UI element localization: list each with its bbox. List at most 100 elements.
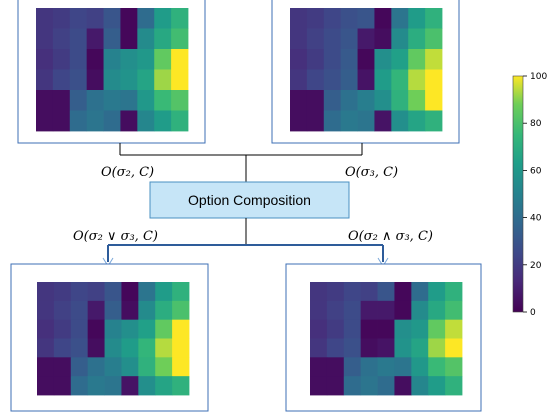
heatmap-cell bbox=[360, 338, 378, 358]
heatmap-cell bbox=[425, 69, 443, 91]
heatmap-cell bbox=[290, 69, 308, 91]
heatmap-cell bbox=[37, 338, 55, 358]
heatmap-cell bbox=[172, 300, 190, 321]
heatmap-cell bbox=[154, 8, 172, 29]
heatmap-cell bbox=[172, 338, 190, 358]
heatmap-cell bbox=[425, 8, 443, 29]
heatmap-cell bbox=[428, 338, 446, 358]
heatmap-cell bbox=[408, 49, 426, 70]
heatmap-cell bbox=[155, 357, 173, 377]
heatmap-cell bbox=[70, 376, 89, 396]
heatmap-cell bbox=[445, 338, 463, 358]
heatmap-cell bbox=[374, 69, 392, 91]
heatmap-cell bbox=[137, 90, 155, 111]
heatmap-cell bbox=[425, 49, 443, 70]
heatmap-cell bbox=[121, 282, 139, 302]
heatmap-cell bbox=[87, 357, 105, 377]
heatmap-cell bbox=[86, 90, 104, 111]
heatmap-cell bbox=[53, 300, 72, 321]
heatmap-top-left bbox=[36, 8, 189, 132]
heatmap-cell bbox=[357, 8, 375, 29]
heatmap-cell bbox=[138, 376, 156, 396]
heatmap-cell bbox=[87, 338, 105, 358]
heatmap-cell bbox=[52, 69, 71, 91]
heatmap-cell bbox=[394, 376, 412, 396]
heatmap-cell bbox=[104, 300, 122, 321]
heatmap-cell bbox=[53, 357, 72, 377]
heatmap-cell bbox=[343, 357, 362, 377]
heatmap-cell bbox=[310, 300, 328, 321]
heatmap-cell bbox=[120, 28, 138, 50]
heatmap-cell bbox=[52, 28, 71, 50]
panel-top-right bbox=[271, 0, 460, 144]
heatmap-cell bbox=[172, 282, 190, 302]
heatmap-cell bbox=[37, 300, 55, 321]
heatmap-cell bbox=[377, 282, 395, 302]
heatmap-cell bbox=[408, 69, 426, 91]
heatmap-cell bbox=[53, 376, 72, 396]
heatmap-cell bbox=[394, 357, 412, 377]
heatmap-cell bbox=[121, 357, 139, 377]
heatmap-cell bbox=[408, 8, 426, 29]
heatmap-cell bbox=[408, 28, 426, 50]
label-top-right: O(σ₃, C) bbox=[345, 165, 398, 180]
heatmap-cell bbox=[391, 8, 409, 29]
heatmap-cell bbox=[104, 338, 122, 358]
heatmap-cell bbox=[323, 8, 342, 29]
heatmap-cell bbox=[87, 319, 105, 339]
heatmap-cell bbox=[121, 376, 139, 396]
heatmap-cell bbox=[36, 28, 54, 50]
heatmap-cell bbox=[374, 90, 392, 111]
heatmap-cell bbox=[87, 282, 105, 302]
heatmap-cell bbox=[171, 8, 189, 29]
heatmap-cell bbox=[70, 300, 89, 321]
colorbar-tick-label: 40 bbox=[530, 214, 542, 224]
heatmap-cell bbox=[357, 28, 375, 50]
heatmap-cell bbox=[343, 300, 362, 321]
heatmap-cell bbox=[425, 28, 443, 50]
heatmap-cell bbox=[394, 300, 412, 321]
heatmap-cell bbox=[391, 49, 409, 70]
colorbar-tick-label: 60 bbox=[530, 166, 542, 176]
heatmap-cell bbox=[360, 376, 378, 396]
panel-bottom-right bbox=[285, 263, 482, 412]
heatmap-cell bbox=[171, 69, 189, 91]
heatmap-cell bbox=[343, 319, 362, 339]
heatmap-cell bbox=[155, 300, 173, 321]
heatmap-cell bbox=[172, 357, 190, 377]
top-connectors bbox=[119, 143, 363, 182]
heatmap-cell bbox=[103, 8, 121, 29]
heatmap-cell bbox=[171, 90, 189, 111]
heatmap-cell bbox=[323, 49, 342, 70]
heatmap-cell bbox=[310, 282, 328, 302]
heatmap-cell bbox=[323, 110, 342, 132]
heatmap-cell bbox=[394, 338, 412, 358]
heatmap-cell bbox=[306, 49, 325, 70]
heatmap-cell bbox=[374, 28, 392, 50]
heatmap-cell bbox=[36, 90, 54, 111]
heatmap-cell bbox=[377, 376, 395, 396]
heatmap-cell bbox=[360, 300, 378, 321]
heatmap-cell bbox=[171, 49, 189, 70]
heatmap-cell bbox=[138, 282, 156, 302]
heatmap-cell bbox=[53, 319, 72, 339]
heatmap-cell bbox=[411, 282, 429, 302]
heatmap-cell bbox=[155, 319, 173, 339]
heatmap-cell bbox=[104, 282, 122, 302]
colorbar-tick-label: 100 bbox=[530, 72, 547, 82]
heatmap-cell bbox=[357, 69, 375, 91]
heatmap-cell bbox=[69, 8, 88, 29]
heatmap-cell bbox=[138, 338, 156, 358]
heatmap-cell bbox=[357, 49, 375, 70]
heatmap-cell bbox=[306, 69, 325, 91]
heatmap-cell bbox=[155, 376, 173, 396]
heatmap-cell bbox=[326, 338, 345, 358]
heatmap-cell bbox=[411, 357, 429, 377]
colorbar-ticks: 0 20 40 60 80 100 bbox=[523, 72, 547, 318]
heatmap-cell bbox=[377, 300, 395, 321]
heatmap-cell bbox=[138, 357, 156, 377]
heatmap-cell bbox=[323, 28, 342, 50]
heatmap-cell bbox=[411, 376, 429, 396]
heatmap-cell bbox=[52, 110, 71, 132]
heatmap-cell bbox=[306, 28, 325, 50]
